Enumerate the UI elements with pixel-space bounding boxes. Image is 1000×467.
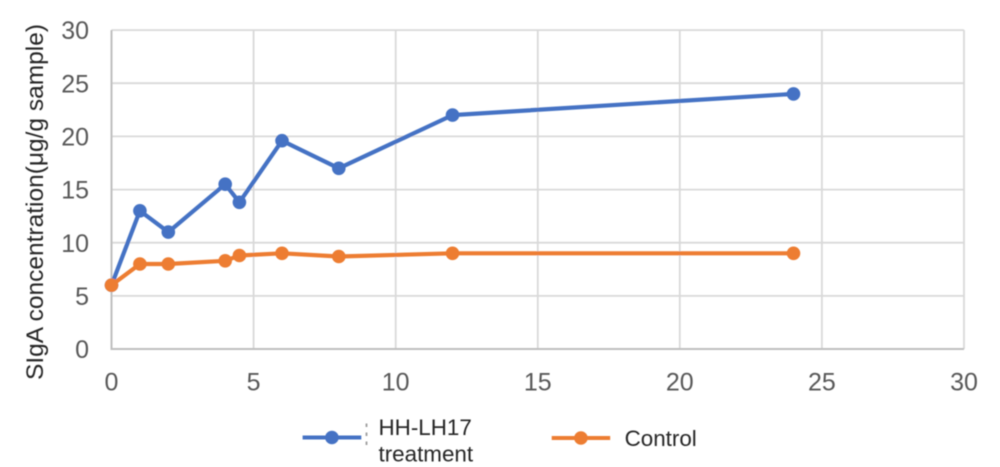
svg-text:25: 25 [61,70,89,98]
svg-text:SIgA concentration(μg/g sample: SIgA concentration(μg/g sample) [22,24,49,380]
svg-text:20: 20 [666,369,694,397]
svg-text:10: 10 [382,369,410,397]
svg-text:5: 5 [75,283,89,311]
svg-text:Control: Control [625,426,697,451]
svg-text:treatment: treatment [379,441,474,466]
svg-text:15: 15 [524,369,552,397]
svg-text:15: 15 [61,177,89,205]
svg-text:5: 5 [247,369,261,397]
svg-text:10: 10 [61,230,89,258]
svg-text:30: 30 [61,17,89,45]
svg-text:25: 25 [808,369,836,397]
svg-text:0: 0 [75,336,89,364]
svg-text:20: 20 [61,124,89,152]
svg-text:HH-LH17: HH-LH17 [379,415,472,440]
svg-text:30: 30 [950,369,978,397]
svg-text:0: 0 [105,369,119,397]
